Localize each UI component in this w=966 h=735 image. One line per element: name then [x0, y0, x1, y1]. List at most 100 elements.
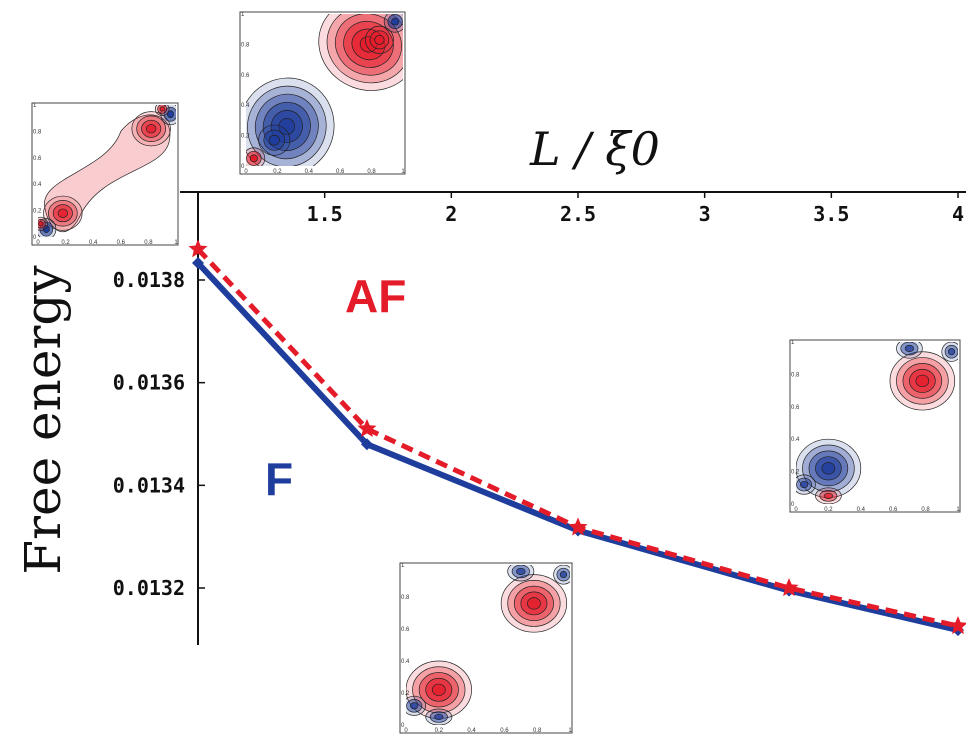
- inset-x-tick: 1: [568, 728, 572, 734]
- inset-y-tick: 0.6: [33, 156, 42, 162]
- inset-y-tick: 0: [401, 723, 405, 729]
- inset-x-tick: 0: [36, 240, 40, 246]
- inset-x-tick: 0.2: [61, 240, 70, 246]
- x-tick-label: 1.5: [307, 202, 343, 226]
- x-tick-label: 3.5: [813, 202, 849, 226]
- y-axis-label: Free energy: [14, 265, 72, 575]
- inset-y-tick: 0.8: [791, 372, 800, 378]
- inset-y-tick: 0.4: [401, 659, 410, 665]
- data-point-star: [188, 239, 208, 258]
- inset-bottom: 0 0.2 0.4 0.6 0.8 1 0 0.2 0.4 0.6 0.8 1: [399, 562, 573, 734]
- inset-x-tick: 0.8: [144, 240, 153, 246]
- inset-x-tick: 0: [404, 728, 408, 734]
- inset-y-tick: 0.4: [791, 437, 800, 443]
- inset-y-tick: 1: [241, 12, 245, 18]
- contour-level: [145, 124, 157, 134]
- inset-y-tick: 1: [791, 340, 795, 346]
- contour-level: [166, 110, 175, 119]
- contour-level: [278, 118, 296, 135]
- inset-y-tick: 0.6: [241, 73, 250, 79]
- y-axis-ticks: 0.0138 0.0136 0.0134 0.0132: [113, 268, 205, 600]
- contour-level: [431, 683, 446, 696]
- series-label-f: F: [265, 453, 293, 505]
- x-tick-label: 4: [952, 202, 964, 226]
- inset-y-tick: 0.2: [401, 691, 410, 697]
- y-tick-label: 0.0134: [113, 473, 185, 497]
- inset-x-tick: 1: [956, 507, 960, 513]
- inset-y-tick: 0.4: [241, 103, 250, 109]
- inset-x-tick: 0.6: [889, 507, 898, 513]
- inset-y-tick: 1: [401, 563, 405, 569]
- contour-level: [434, 713, 444, 721]
- inset-y-tick: 0.2: [33, 209, 42, 215]
- inset-top: 0 0.2 0.4 0.6 0.8 1 0 0.2 0.4 0.6 0.8 1: [239, 11, 406, 175]
- x-tick-label: 3: [699, 202, 711, 226]
- inset-y-tick: 0.6: [791, 405, 800, 411]
- inset-x-tick: 0.8: [367, 169, 376, 175]
- contour-level: [947, 348, 956, 356]
- inset-x-tick: 0.4: [857, 507, 866, 513]
- inset-y-tick: 0.6: [401, 627, 410, 633]
- contour-level: [527, 597, 541, 610]
- inset-y-tick: 0.2: [241, 134, 250, 140]
- inset-plot: [406, 565, 570, 725]
- contour-level: [44, 114, 171, 232]
- contour-level: [374, 34, 385, 45]
- contour-level: [57, 208, 69, 218]
- inset-x-tick: 0.4: [305, 169, 314, 175]
- contour-level: [268, 134, 280, 146]
- inset-x-tick: 0.2: [824, 507, 833, 513]
- contour-level: [410, 702, 419, 710]
- contour-level: [391, 17, 400, 26]
- inset-x-tick: 0: [794, 507, 798, 513]
- inset-x-tick: 0.8: [921, 507, 930, 513]
- inset-frame: [789, 339, 961, 513]
- inset-y-tick: 1: [33, 103, 37, 109]
- inset-y-tick: 0.8: [33, 129, 42, 135]
- inset-x-tick: 0: [244, 169, 248, 175]
- inset-y-tick: 0.2: [791, 470, 800, 476]
- inset-y-tick: 0.4: [33, 182, 42, 188]
- contour-level: [559, 571, 568, 579]
- contour-level: [516, 567, 526, 575]
- contour-level: [915, 374, 930, 388]
- contour-level: [159, 106, 165, 112]
- inset-y-tick: 0: [33, 235, 37, 241]
- data-point-star: [779, 578, 799, 597]
- x-tick-label: 2: [445, 202, 457, 226]
- inset-x-tick: 0.4: [89, 240, 98, 246]
- y-tick-label: 0.0138: [113, 268, 185, 292]
- x-axis-label: L / ξ0: [529, 122, 660, 176]
- inset-x-tick: 0.2: [435, 728, 444, 734]
- inset-x-tick: 0.6: [117, 240, 126, 246]
- data-point-star: [568, 517, 588, 536]
- insets: 0 0.2 0.4 0.6 0.8 1 0 0.2 0.4 0.6 0.8 1 0 0.2 0.4 0.6 0.…: [31, 11, 961, 734]
- x-axis-ticks: 1.5 2 2.5 3 3.5 4: [307, 192, 964, 226]
- inset-plot: [38, 105, 176, 237]
- contour-level: [821, 462, 836, 475]
- contour-level: [799, 480, 809, 489]
- inset-plot: [796, 342, 958, 504]
- inset-x-tick: 0.6: [500, 728, 509, 734]
- inset-y-tick: 0.8: [241, 42, 250, 48]
- inset-y-tick: 0: [241, 164, 245, 170]
- inset-plot: [246, 14, 403, 166]
- inset-x-tick: 0.8: [533, 728, 542, 734]
- contour-level: [904, 344, 915, 353]
- contour-level: [823, 492, 834, 499]
- contour-level: [249, 154, 258, 163]
- inset-x-tick: 1: [174, 240, 178, 246]
- inset-x-tick: 0.6: [336, 169, 345, 175]
- inset-y-tick: 0.8: [401, 595, 410, 601]
- inset-x-tick: 1: [401, 169, 405, 175]
- y-tick-label: 0.0132: [113, 576, 185, 600]
- y-tick-label: 0.0136: [113, 371, 185, 395]
- series-af: [188, 239, 966, 635]
- series-label-af: AF: [345, 270, 406, 322]
- x-tick-label: 2.5: [560, 202, 596, 226]
- inset-left: 0 0.2 0.4 0.6 0.8 1 0 0.2 0.4 0.6 0.8 1: [31, 102, 179, 246]
- data-point-diamond: [360, 438, 373, 451]
- inset-y-tick: 0: [791, 502, 795, 508]
- contour-level: [38, 221, 44, 227]
